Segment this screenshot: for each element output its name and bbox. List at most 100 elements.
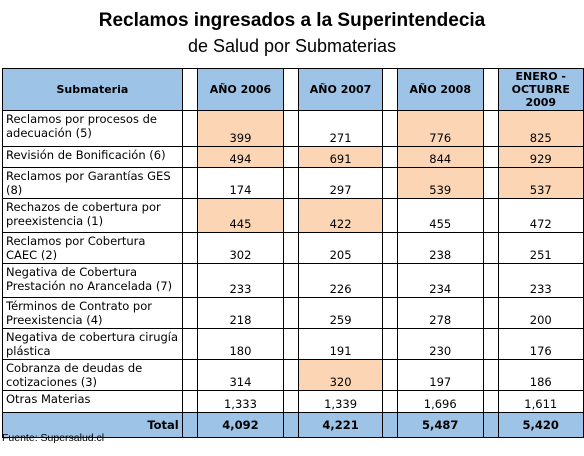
cell: 233 [497,263,584,298]
spacer [181,232,198,264]
row-label: Rechazos de cobertura por preexistencia … [2,198,183,233]
total-cell: 4,092 [196,412,285,438]
spacer [181,328,198,360]
cell: 776 [396,110,484,147]
cell: 302 [196,232,285,264]
cell: 1,611 [497,390,584,413]
spacer [482,328,499,360]
cell: 445 [196,198,285,233]
cell: 320 [298,359,383,391]
cell: 1,333 [196,390,285,413]
row: Negativa de Cobertura Prestación no Aran… [2,263,584,298]
cell: 259 [298,297,383,329]
cell: 691 [298,146,383,168]
cell: 174 [196,167,285,199]
cell: 422 [298,198,383,233]
spacer [181,146,198,168]
cell: 539 [396,167,484,199]
spacer [482,232,499,264]
cell: 200 [497,297,584,329]
cell: 234 [396,263,484,298]
spacer [283,390,300,413]
row-label: Otras Materias [2,390,183,413]
cell: 278 [396,297,484,329]
spacer [482,167,499,199]
cell: 314 [196,359,285,391]
total-cell: 5,487 [396,412,484,438]
total-cell: 4,221 [298,412,383,438]
row-label: Reclamos por procesos de adecuación (5) [2,110,183,147]
spacer [283,110,300,147]
spacer [482,68,499,111]
cell: 537 [497,167,584,199]
row-label: Cobranza de deudas de cotizaciones (3) [2,359,183,391]
cell: 929 [497,146,584,168]
cell: 455 [396,198,484,233]
row: Rechazos de cobertura por preexistencia … [2,198,584,233]
spacer [283,263,300,298]
row: Reclamos por procesos de adecuación (5) 3… [2,110,584,147]
spacer [482,390,499,413]
cell: 205 [298,232,383,264]
spacer [181,359,198,391]
source: Fuente: Supersalud.cl [2,432,105,444]
spacer [181,68,198,111]
total-cell: 5,420 [497,412,584,438]
row: Negativa de cobertura cirugía plástica 18… [2,328,584,360]
spacer [283,198,300,233]
total-row: Total 4,092 4,221 5,487 5,420 [2,412,584,438]
column-header: AÑO 2008 [396,68,484,111]
spacer [482,297,499,329]
cell: 271 [298,110,383,147]
spacer [283,412,300,438]
row-label: Negativa de Cobertura Prestación no Aran… [2,263,183,298]
cell: 218 [196,297,285,329]
cell: 494 [196,146,285,168]
column-header: AÑO 2007 [298,68,383,111]
cell: 297 [298,167,383,199]
cell: 844 [396,146,484,168]
spacer [381,263,398,298]
spacer [482,263,499,298]
spacer [381,232,398,264]
spacer [181,412,198,438]
spacer [381,390,398,413]
cell: 825 [497,110,584,147]
row: Reclamos por Cobertura CAEC (2) 302 205 238… [2,232,584,264]
cell: 191 [298,328,383,360]
spacer [283,232,300,264]
spacer [482,359,499,391]
row: Revisión de Bonificación (6) 494 691 844 929 [2,146,584,168]
spacer [283,359,300,391]
subtitle: de Salud por Submaterias [187,36,397,56]
spacer [181,110,198,147]
spacer [283,297,300,329]
total-label: Total [2,412,183,438]
cell: 251 [497,232,584,264]
row-label: Revisión de Bonificación (6) [2,146,183,168]
spacer [381,198,398,233]
spacer [381,328,398,360]
row: Cobranza de deudas de cotizaciones (3) 31… [2,359,584,391]
cell: 186 [497,359,584,391]
spacer [181,263,198,298]
cell: 233 [196,263,285,298]
cell: 472 [497,198,584,233]
spacer [482,110,499,147]
column-header: ENERO - OCTUBRE 2009 [497,68,584,111]
cell: 226 [298,263,383,298]
spacer [283,68,300,111]
cell: 238 [396,232,484,264]
cell: 230 [396,328,484,360]
row-label: Reclamos por Garantías GES (8) [2,167,183,199]
spacer [381,359,398,391]
cell: 176 [497,328,584,360]
spacer [181,297,198,329]
column-header: AÑO 2006 [196,68,285,111]
spacer [381,68,398,111]
spacer [181,390,198,413]
spacer [283,167,300,199]
row: Reclamos por Garantías GES (8) 174 297 539 5… [2,167,584,199]
cell: 197 [396,359,484,391]
